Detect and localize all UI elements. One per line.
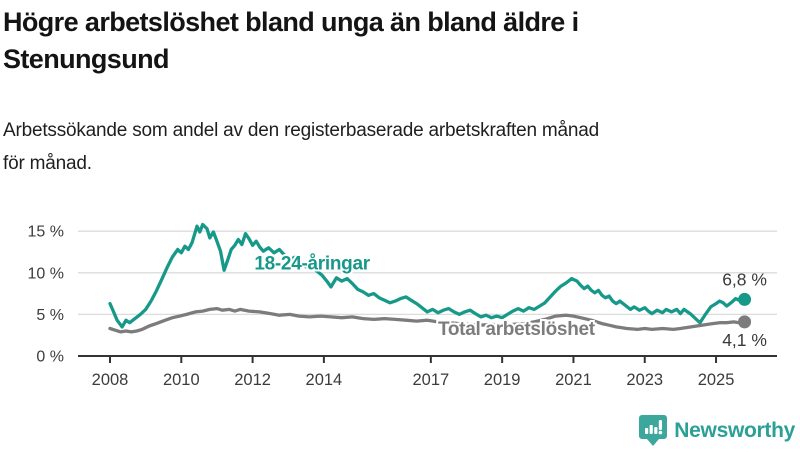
series-end-dot bbox=[738, 315, 752, 329]
brand-text: Newsworthy bbox=[674, 418, 795, 442]
x-axis-tick-label: 2025 bbox=[698, 371, 735, 389]
title-line-2: Stenungsund bbox=[3, 44, 169, 74]
x-axis-tick-label: 2021 bbox=[555, 371, 592, 389]
page-title: Högre arbetslöshet bland unga än bland ä… bbox=[3, 4, 797, 78]
x-axis-tick-label: 2012 bbox=[234, 371, 271, 389]
x-axis-tick-label: 2008 bbox=[92, 371, 129, 389]
series-end-value-label: 4,1 % bbox=[722, 330, 767, 350]
y-axis-tick-label: 0 % bbox=[36, 349, 64, 366]
subtitle-line-2: för månad. bbox=[3, 153, 92, 174]
y-axis-tick-label: 15 % bbox=[28, 224, 64, 241]
x-axis-tick-label: 2014 bbox=[306, 371, 343, 389]
newsworthy-branding: Newsworthy bbox=[639, 415, 795, 446]
x-axis-tick-label: 2019 bbox=[484, 371, 521, 389]
subtitle-line-1: Arbetssökande som andel av den registerb… bbox=[3, 120, 600, 141]
x-axis-tick-label: 2010 bbox=[163, 371, 200, 389]
title-line-1: Högre arbetslöshet bland unga än bland ä… bbox=[3, 7, 579, 37]
y-axis-tick-label: 5 % bbox=[36, 307, 64, 324]
y-axis-tick-label: 10 % bbox=[28, 265, 64, 282]
newsworthy-logo-icon bbox=[639, 415, 668, 446]
chart-subtitle: Arbetssökande som andel av den registerb… bbox=[3, 114, 797, 180]
logo-bubble bbox=[639, 415, 668, 446]
series-line bbox=[108, 222, 747, 329]
logo-bars bbox=[645, 420, 663, 435]
series-name-label: 18-24-åringar bbox=[254, 253, 370, 274]
series-name-label: Total arbetslöshet bbox=[438, 319, 596, 340]
x-axis-tick-label: 2017 bbox=[412, 371, 449, 389]
series-end-dot bbox=[738, 292, 752, 306]
series-end-value-label: 6,8 % bbox=[722, 269, 767, 289]
x-axis-tick-label: 2023 bbox=[626, 371, 663, 389]
series-line bbox=[108, 306, 747, 334]
